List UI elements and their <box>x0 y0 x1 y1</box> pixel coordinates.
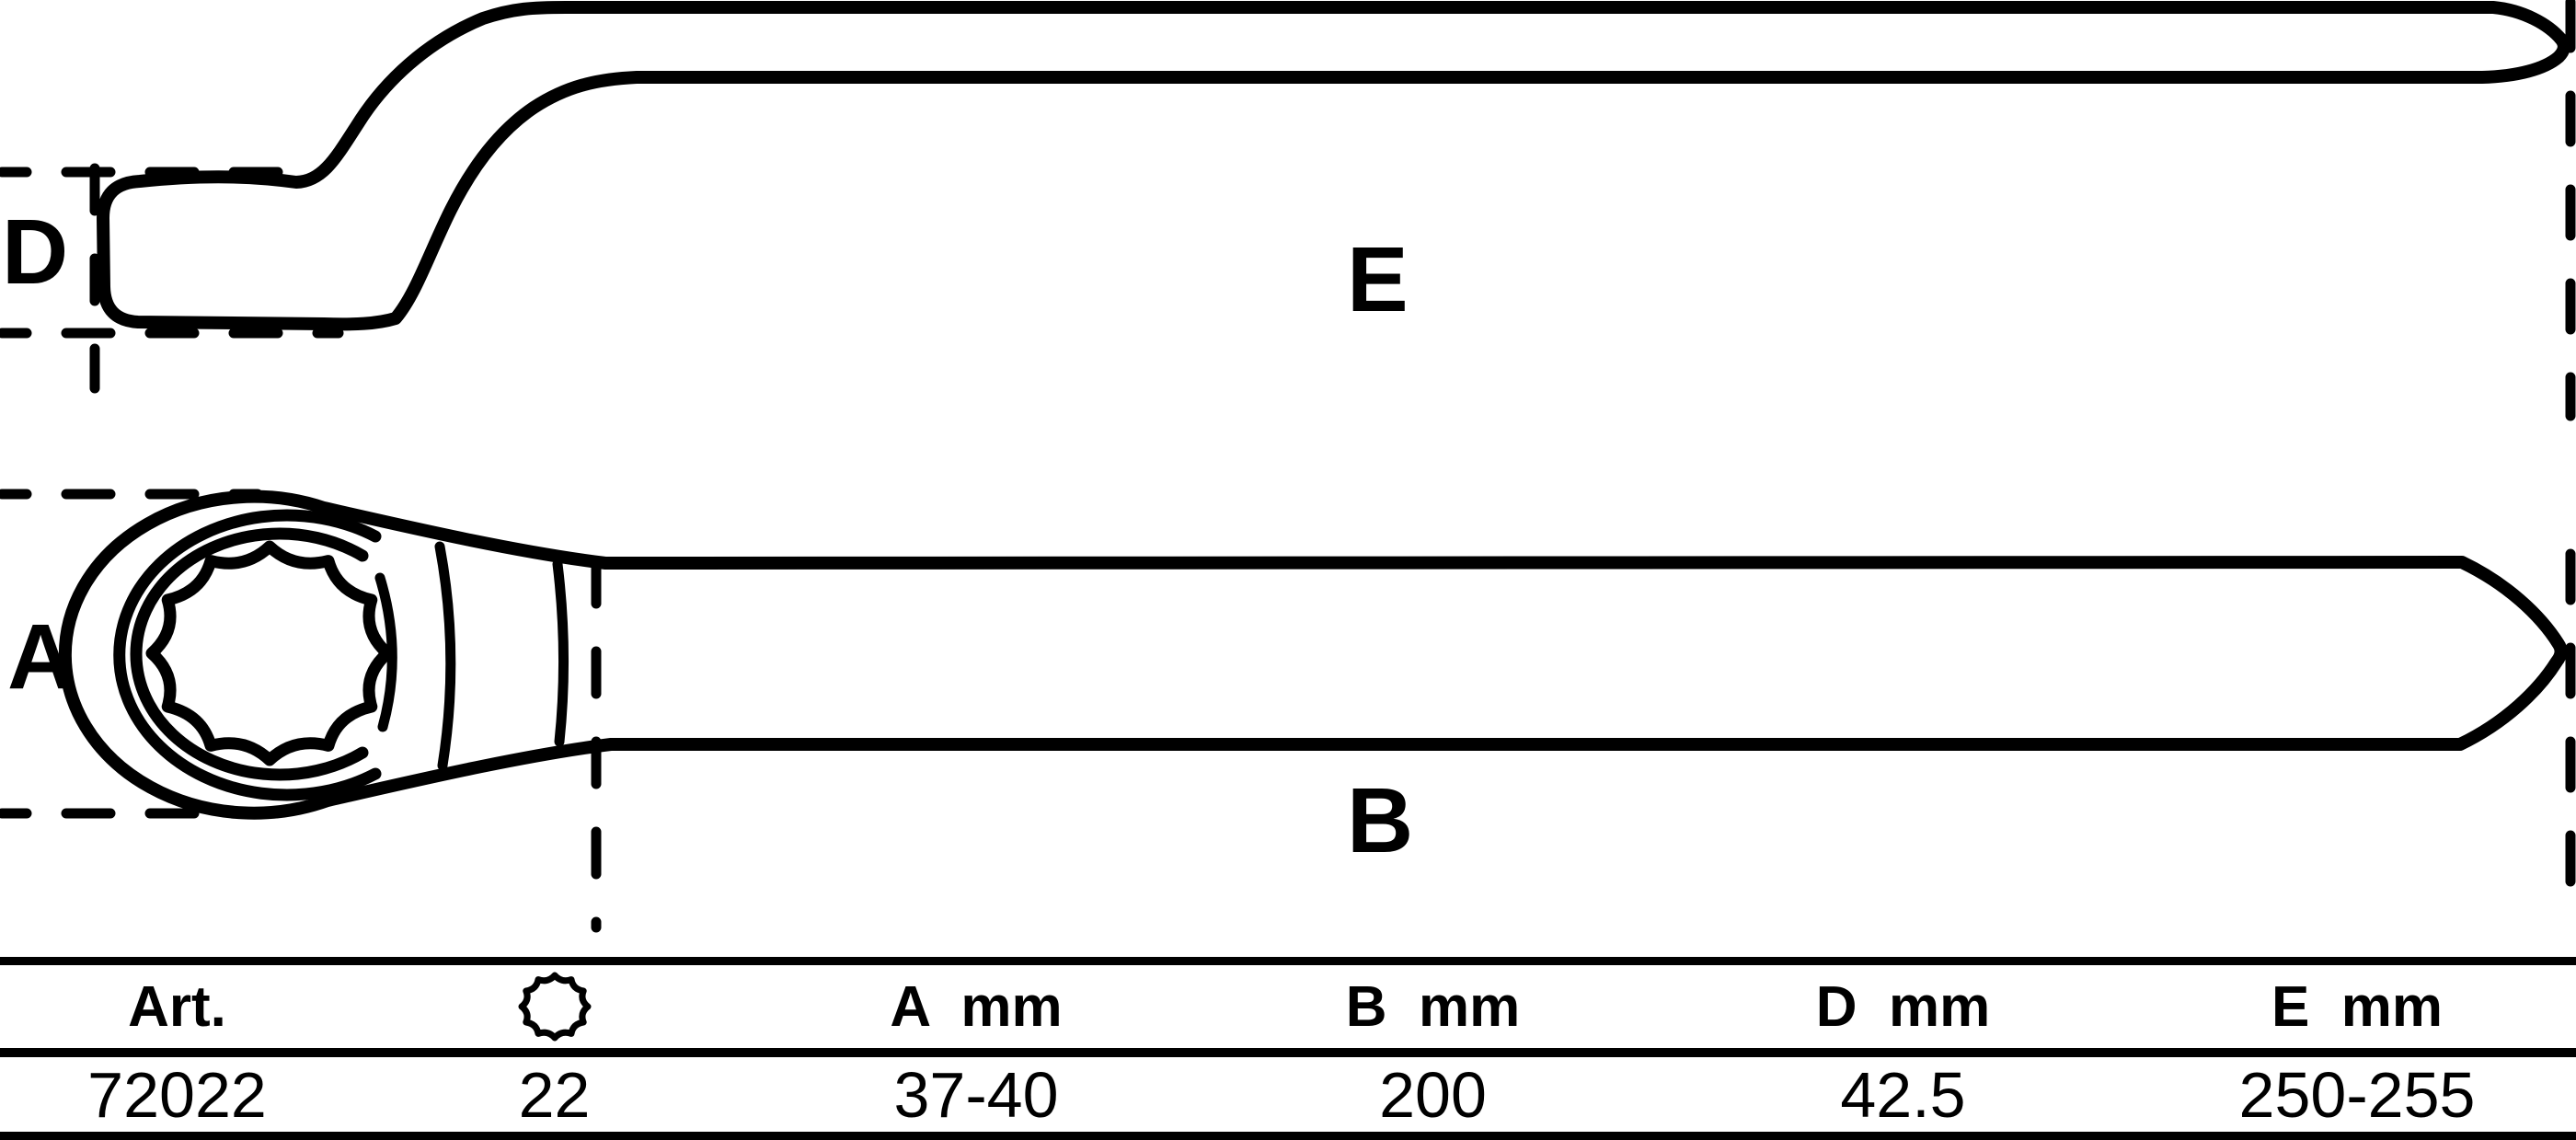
value-a-mm: 37-40 <box>893 1058 1059 1131</box>
header-e-mm: E mm <box>2271 974 2444 1039</box>
value-b-mm: 200 <box>1379 1058 1487 1131</box>
twelve-point-bore <box>145 540 394 766</box>
header-art: Art. <box>128 974 226 1039</box>
value-ring-size: 22 <box>518 1058 591 1131</box>
table-rule-bottom <box>0 1132 2576 1140</box>
dimension-label-b: B <box>1347 769 1414 872</box>
dimension-lines-b <box>591 548 2576 933</box>
table-value-row: 72022 22 37-40 200 42.5 250-255 <box>0 1057 2576 1132</box>
dimension-label-a: A <box>7 605 75 708</box>
side-view-outline <box>97 1 2570 331</box>
value-d-mm: 42.5 <box>1840 1058 1966 1131</box>
header-size-icon-cell <box>354 965 754 1048</box>
face-view-outline <box>58 489 2568 820</box>
dimension-lines-d <box>0 163 344 394</box>
value-art-number: 72022 <box>87 1058 267 1131</box>
header-d-mm: D mm <box>1815 974 1991 1039</box>
twelve-point-ring-icon <box>518 972 591 1042</box>
table-header-row: Art. A mm B mm D mm E mm <box>0 965 2576 1048</box>
table-rule-middle <box>0 1048 2576 1057</box>
spec-table: Art. A mm B mm D mm E mm 72022 22 37-40 … <box>0 957 2576 1140</box>
header-a-mm: A mm <box>890 974 1063 1039</box>
table-rule-top <box>0 957 2576 965</box>
header-b-mm: B mm <box>1345 974 1521 1039</box>
dimension-label-d: D <box>2 201 69 304</box>
value-e-mm: 250-255 <box>2238 1058 2476 1131</box>
dimension-label-e: E <box>1347 228 1409 331</box>
